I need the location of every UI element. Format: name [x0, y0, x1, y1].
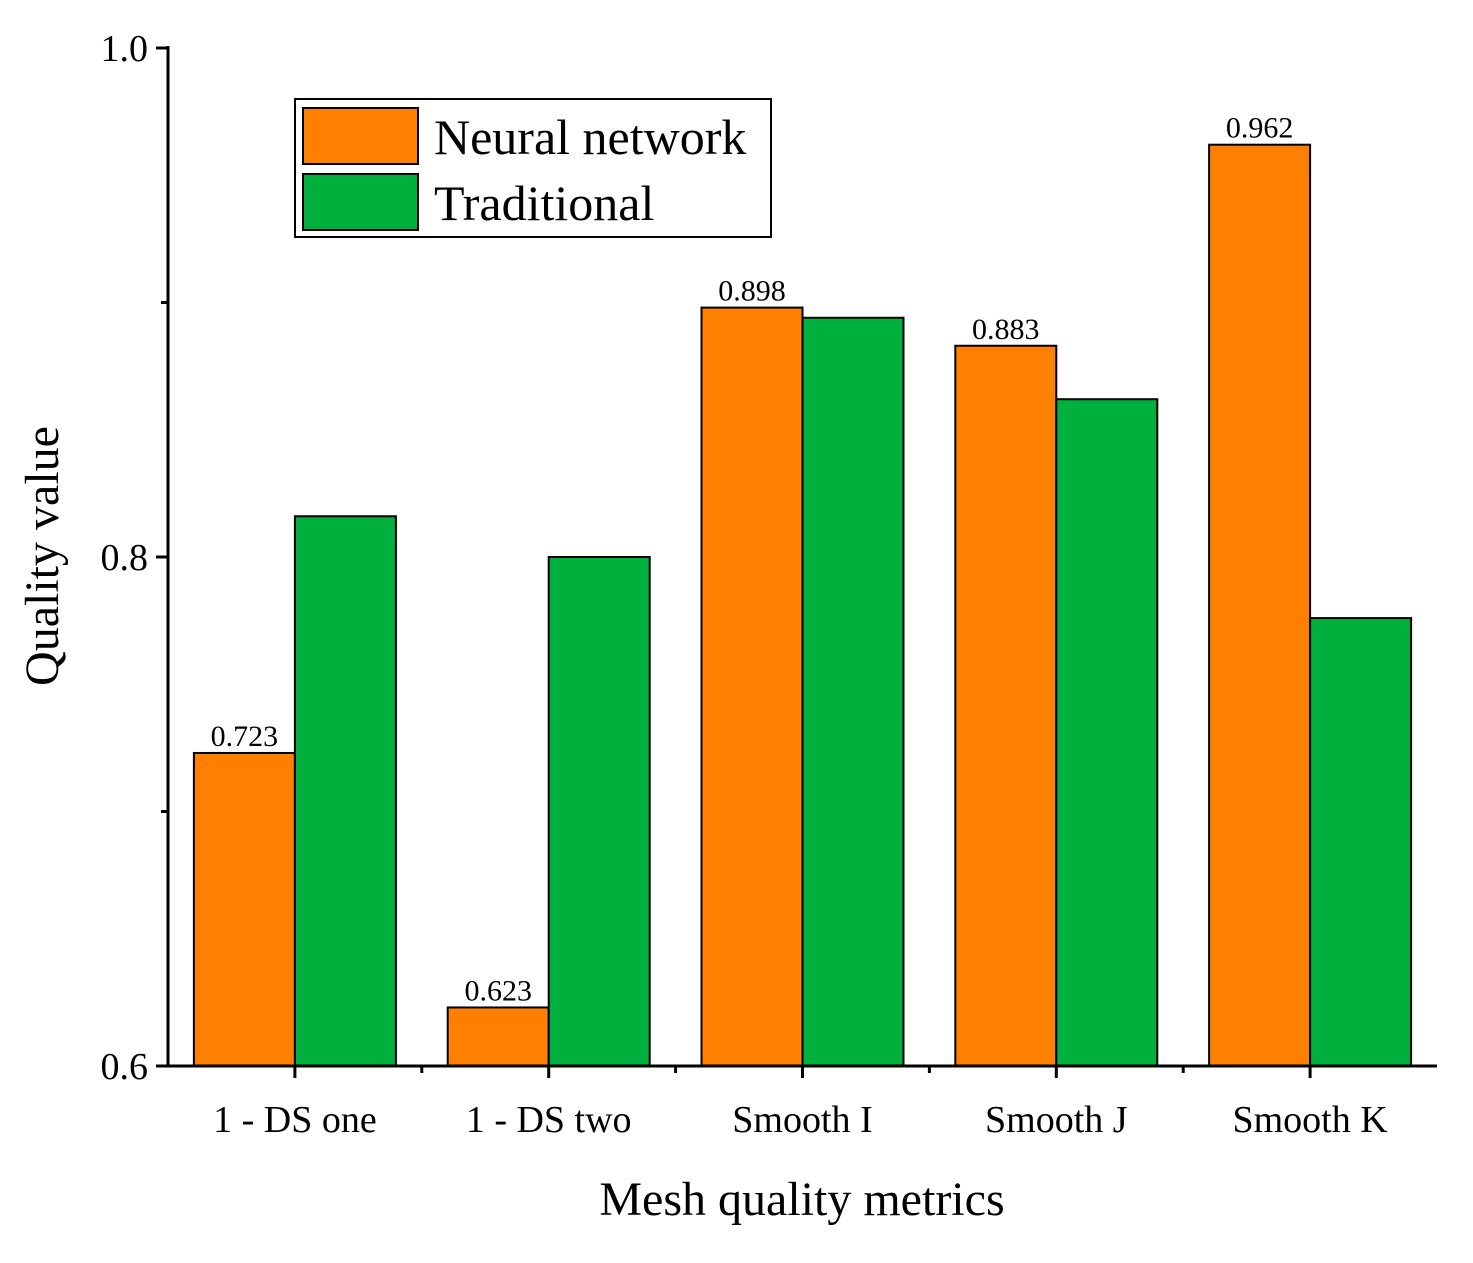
bar-neural-network-1-ds-one — [192, 751, 296, 1068]
legend: Neural network Traditional — [294, 98, 772, 238]
x-tick-label-1-ds-two: 1 - DS two — [466, 1099, 632, 1141]
bar-neural-network-smooth-i — [700, 306, 804, 1067]
ticks-layer: 1 - DS one 1 - DS two Smooth I Smooth J Smoo… — [101, 28, 1389, 1141]
y-axis-title: Quality value — [16, 426, 69, 686]
bar-neural-network-1-ds-two — [446, 1006, 550, 1068]
y-tick-label-0-6: 0.6 — [101, 1046, 149, 1088]
data-label-neural-network-smooth-i: 0.898 — [718, 275, 786, 308]
data-label-neural-network-1-ds-one: 0.723 — [211, 720, 279, 753]
legend-label-neural-network: Neural network — [434, 109, 746, 165]
y-tick-label-0-8: 0.8 — [101, 537, 149, 579]
x-tick-label-1-ds-one: 1 - DS one — [213, 1099, 377, 1141]
legend-swatch-neural-network — [302, 107, 419, 165]
bar-traditional-smooth-i — [801, 316, 905, 1067]
bars-layer — [192, 143, 1413, 1068]
legend-label-traditional: Traditional — [434, 175, 654, 231]
x-tick-label-smooth-k: Smooth K — [1232, 1099, 1388, 1141]
data-label-neural-network-1-ds-two: 0.623 — [464, 974, 532, 1007]
x-axis-title: Mesh quality metrics — [599, 1173, 1004, 1226]
data-label-neural-network-smooth-k: 0.962 — [1226, 112, 1294, 145]
data-labels-layer: 0.723 0.623 0.898 0.883 0.962 — [211, 112, 1294, 1008]
bar-traditional-1-ds-one — [293, 515, 397, 1067]
bar-neural-network-smooth-k — [1208, 143, 1312, 1067]
y-tick-label-1-0: 1.0 — [101, 28, 149, 70]
bar-traditional-1-ds-two — [547, 556, 651, 1067]
legend-swatch-traditional — [302, 173, 419, 231]
x-tick-label-smooth-j: Smooth J — [985, 1099, 1128, 1141]
bar-traditional-smooth-j — [1055, 398, 1159, 1067]
bar-neural-network-smooth-j — [954, 344, 1058, 1067]
x-tick-label-smooth-i: Smooth I — [732, 1099, 872, 1141]
data-label-neural-network-smooth-j: 0.883 — [972, 313, 1040, 346]
bar-traditional-smooth-k — [1309, 617, 1413, 1068]
